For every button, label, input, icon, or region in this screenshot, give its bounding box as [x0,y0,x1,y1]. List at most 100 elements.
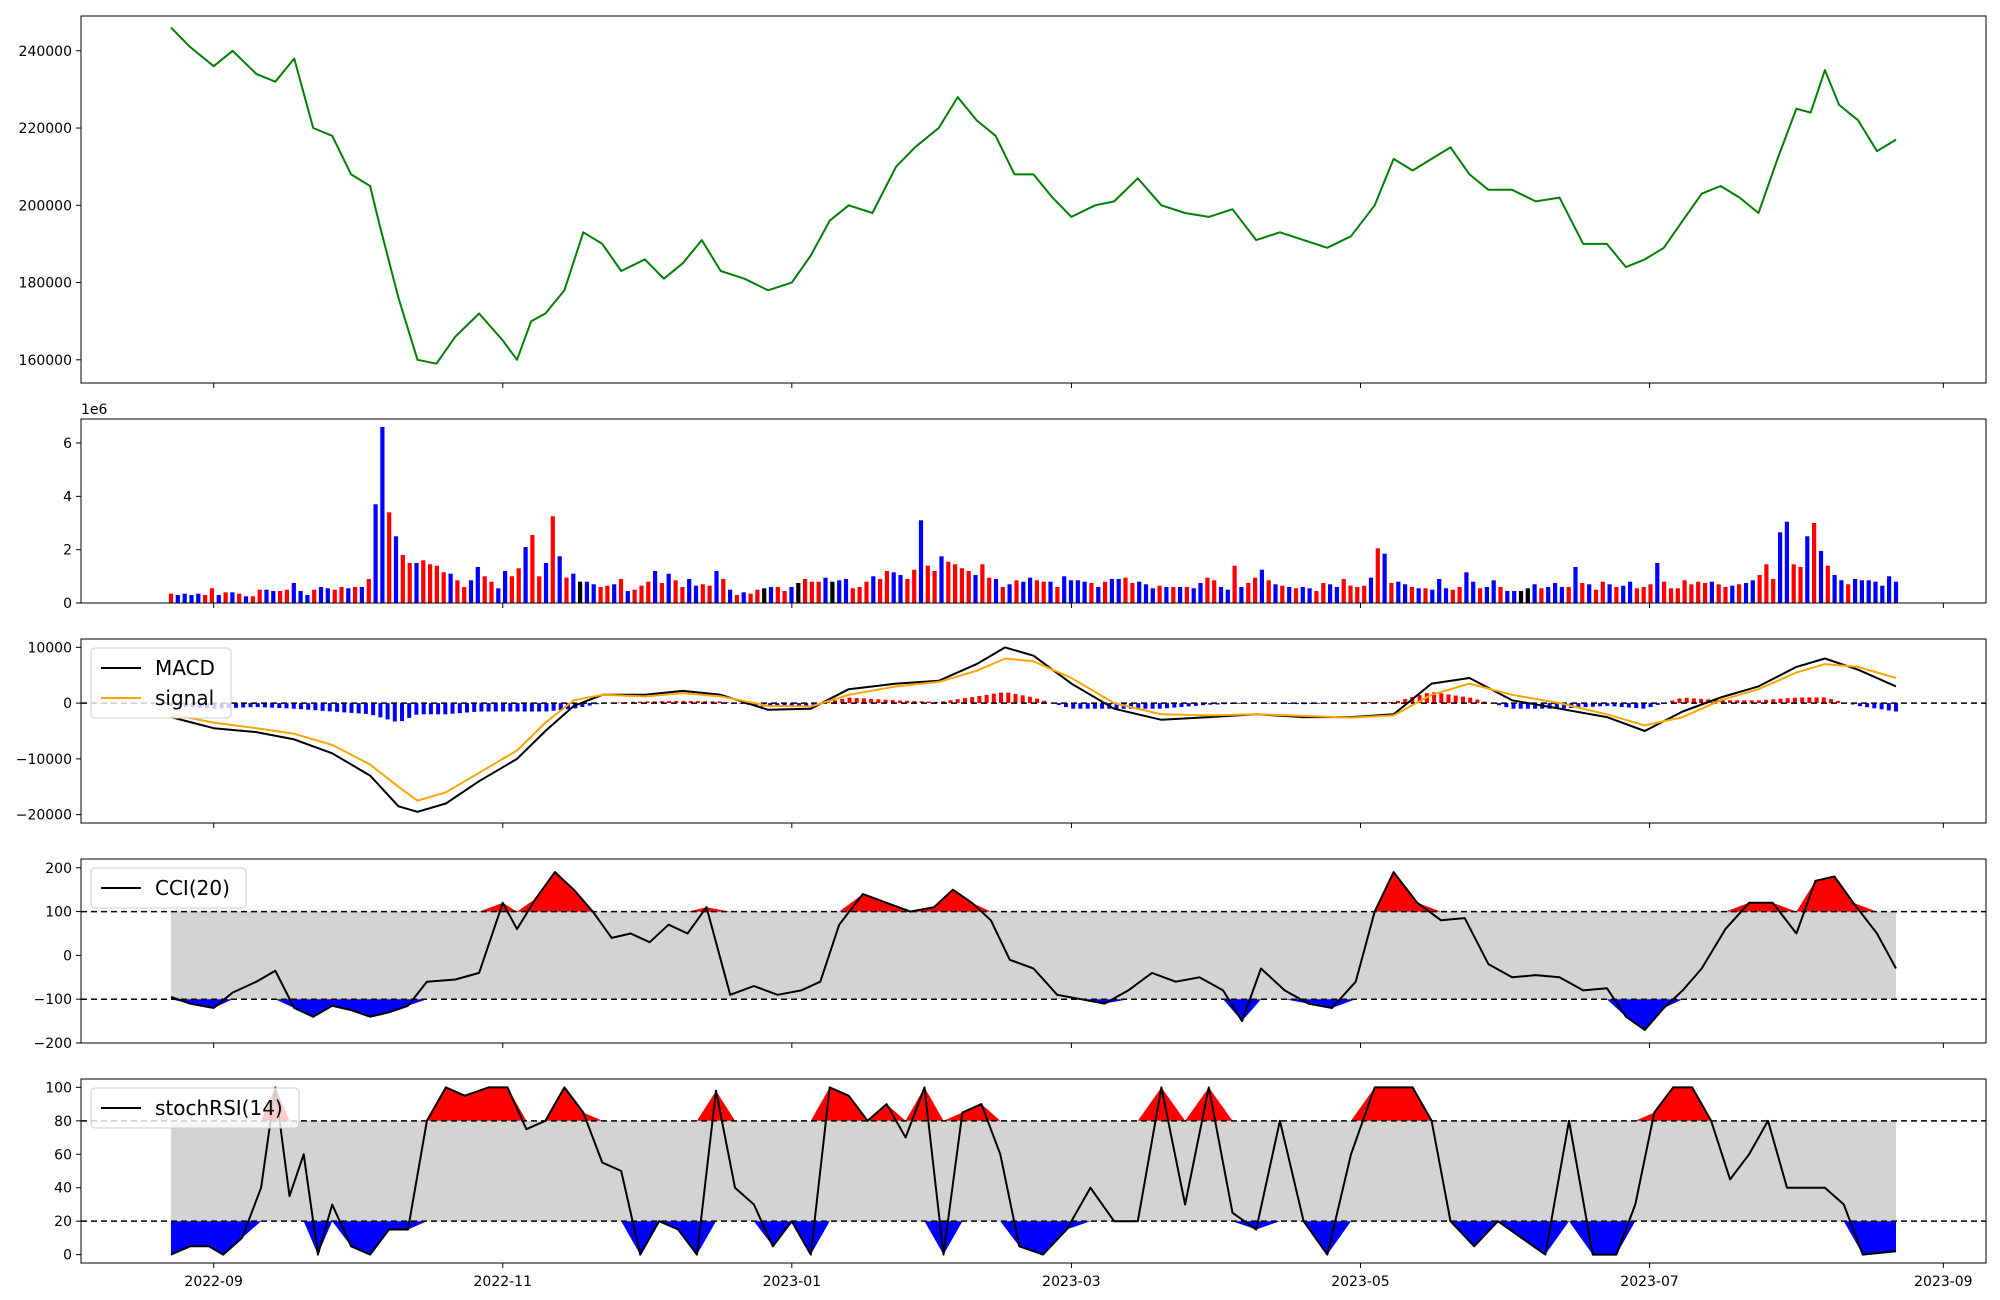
macd-hist-bar [869,698,874,704]
volume-bar [1341,579,1346,603]
volume-bar [1443,588,1449,603]
volume-bar [646,581,651,603]
volume-bar [530,535,535,603]
volume-bar [1478,588,1483,603]
macd-hist-bar [876,699,881,704]
volume-bar [1505,591,1510,603]
volume-bar [1818,551,1824,603]
macd-hist-bar [659,701,664,704]
volume-bar [1130,583,1135,603]
volume-bar [1389,583,1394,603]
stochrsi-neutral-band [171,1120,1896,1222]
volume-bar [387,512,392,603]
volume-bar [728,589,733,603]
volume-bar [762,588,767,603]
volume-bar [1628,581,1633,603]
macd-hist-bar [522,703,527,712]
macd-hist-bar [667,701,672,704]
xtick-label: 2023-09 [1914,1274,1973,1290]
cci-legend [90,867,247,909]
volume-bar [1600,581,1605,603]
volume-bar [898,575,903,603]
volume-bar [1859,580,1864,603]
macd-hist-bar [493,703,498,712]
volume-bar [918,520,924,603]
volume-bar [1689,584,1694,603]
macd-hist-bar [963,698,967,704]
macd-hist-bar [970,697,975,704]
volume-bar [1184,587,1189,603]
volume-bar [1866,580,1871,603]
volume-bar [1103,581,1108,603]
price-line [170,26,1897,365]
volume-bar [878,579,883,603]
volume-bar [605,585,610,603]
volume-bar [332,589,337,603]
volume-bar [659,583,664,603]
macd-hist-bar [1634,703,1639,708]
macd-hist-bar [688,701,693,704]
xtick-label: 2023-07 [1620,1274,1679,1290]
macd-hist-bar [277,703,282,708]
volume-bar [1075,580,1080,603]
volume-bar [1082,581,1087,603]
volume-bar [823,577,828,603]
macd-hist-bar [508,703,513,712]
volume-bar [257,589,262,603]
macd-hist-bar [1064,703,1068,708]
macd-hist-bar [1756,700,1761,704]
volume-bar [925,565,930,603]
volume-bar [789,587,794,603]
volume-bar [1675,588,1680,603]
macd-hist-bar [1554,703,1559,709]
volume-bar [1471,581,1476,603]
macd-hist-bar [1576,703,1581,708]
volume-bar [523,547,528,603]
macd-hist-bar [825,701,830,704]
volume-bar [1137,581,1142,603]
macd-hist-bar [1482,701,1487,704]
volume-bar [1253,577,1258,603]
macd-hist-bar [363,703,368,714]
macd-hist-bar [1735,700,1740,704]
macd-hist-bar [284,703,289,709]
volume-bar [993,579,999,603]
volume-bar [1034,580,1039,603]
macd-hist-bar [977,696,982,704]
volume-bar [1123,577,1128,603]
macd-hist-bar [1511,703,1516,709]
volume-bar [407,563,412,603]
volume-bar [1300,587,1305,603]
volume-bar [687,579,692,603]
cci-line [170,871,1897,1031]
volume-bar [775,587,780,603]
volume-bar [1021,581,1026,603]
cci-overbought-fill [171,872,1896,912]
macd-hist-bar [400,703,404,722]
volume-bar [578,581,583,603]
cci-oversold-fill [171,999,1896,1030]
macd-hist-bar [450,703,455,714]
macd-hist-bar [428,703,433,715]
volume-bar [1007,584,1012,603]
volume-bar [1368,577,1374,603]
volume-bar [1464,572,1469,603]
volume-bar [1068,580,1074,603]
macd-hist-bar [1316,703,1321,704]
volume-bar [1164,587,1169,603]
volume-bar [312,589,317,603]
price-ytick-label: 240000 [19,44,72,60]
volume-bar [550,516,555,603]
macd-hist-bar [356,703,361,714]
macd-hist-bar [991,693,996,704]
stochrsi-ytick-label: 0 [63,1248,72,1264]
volume-bar [1048,581,1053,603]
macd-hist-bar [1150,703,1155,709]
macd-hist-bar [551,703,556,711]
volume-bar [700,584,705,603]
stochrsi-ytick-label: 100 [45,1080,72,1096]
volume-bar [1293,588,1299,603]
volume-bar [1225,589,1230,603]
macd-hist-bar [717,701,722,704]
macd-hist-bar [1764,699,1769,704]
